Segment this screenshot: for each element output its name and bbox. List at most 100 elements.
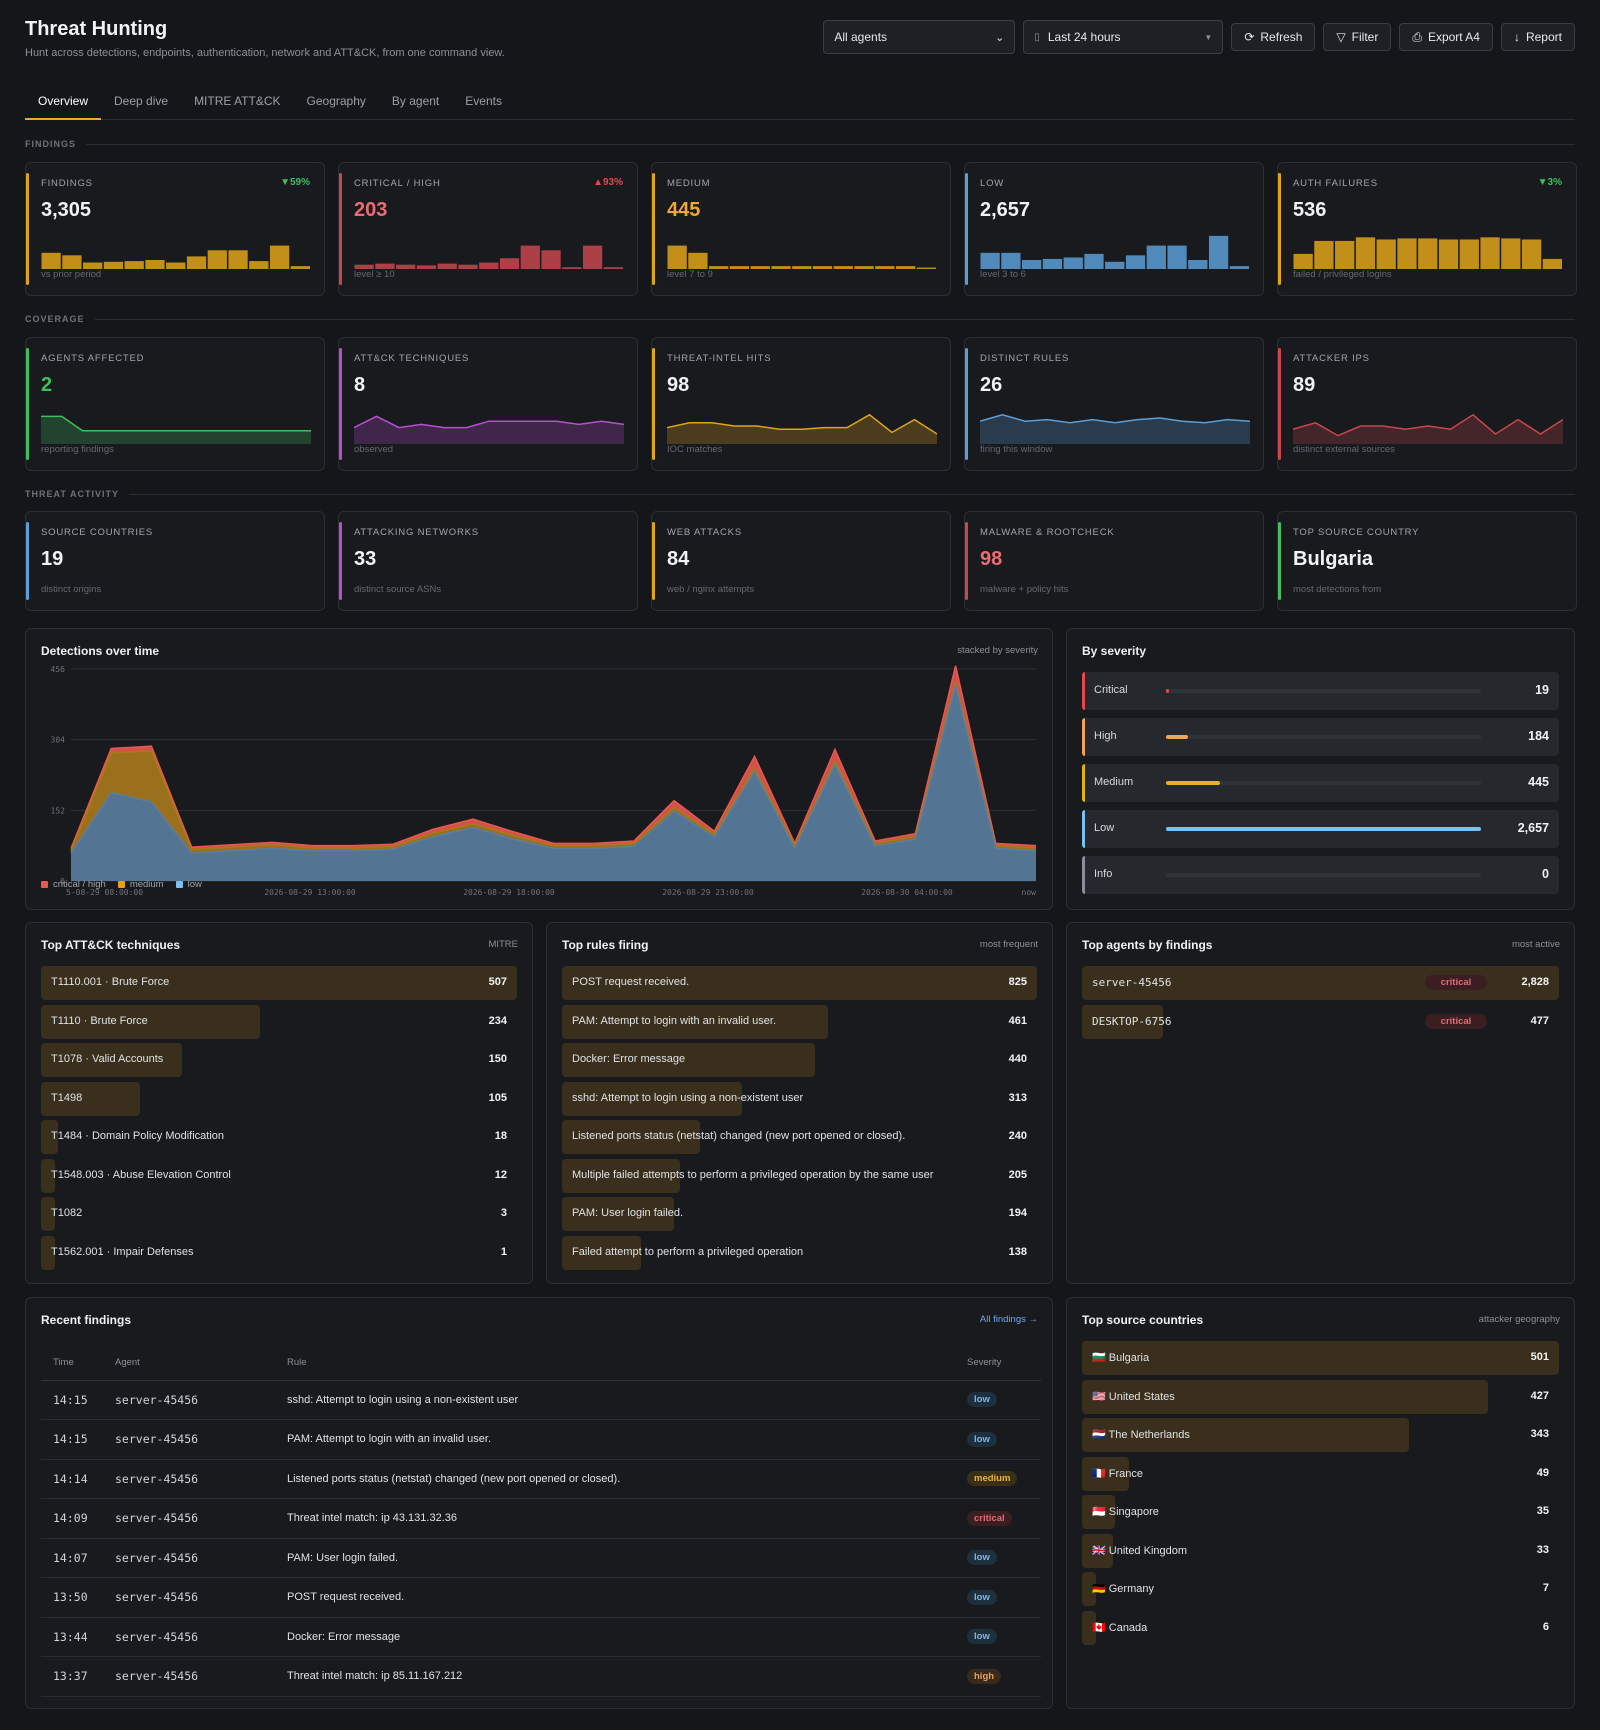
tab-overview[interactable]: Overview <box>25 86 102 120</box>
agent-row[interactable]: server-45456 critical 2,828 <box>1082 966 1559 1000</box>
section-coverage-label: COVERAGE <box>25 314 85 324</box>
rules-row[interactable]: sshd: Attempt to login using a non-exist… <box>562 1081 1037 1116</box>
tab-events[interactable]: Events <box>465 94 502 108</box>
rules-row[interactable]: PAM: Attempt to login with an invalid us… <box>562 1004 1037 1039</box>
table-row[interactable]: 14:15 server-45456 sshd: Attempt to login … <box>41 1380 1041 1420</box>
agent-row[interactable]: DESKTOP-6756 critical 477 <box>1082 1004 1559 1039</box>
detections-legend: critical / high medium low <box>41 879 202 890</box>
table-row[interactable]: 14:15 server-45456 PAM: Attempt to login w… <box>41 1419 1041 1460</box>
refresh-label: Refresh <box>1260 30 1303 44</box>
spark-bar <box>458 264 478 269</box>
severity-row-high[interactable]: High 184 <box>1082 718 1559 756</box>
countries-row[interactable]: 🇫🇷 France 49 <box>1082 1456 1559 1491</box>
countries-row[interactable]: 🇸🇬 Singapore 35 <box>1082 1495 1559 1529</box>
severity-row-medium[interactable]: Medium 445 <box>1082 764 1559 802</box>
rank-label: T1548.003 · Abuse Elevation Control <box>51 1168 231 1181</box>
tab-mitre-att-ck[interactable]: MITRE ATT&CK <box>194 94 281 108</box>
rank-label: T1562.001 · Impair Defenses <box>51 1245 194 1258</box>
rules-row[interactable]: POST request received. 825 <box>562 966 1037 1000</box>
tab-deep-dive[interactable]: Deep dive <box>114 94 169 108</box>
spark-bar <box>792 266 812 269</box>
severity-row-low[interactable]: Low 2,657 <box>1082 810 1559 848</box>
rules-row[interactable]: Failed attempt to perform a privileged o… <box>562 1235 1037 1270</box>
techniques-row[interactable]: T1110.001 · Brute Force 507 <box>41 966 517 1000</box>
report-button[interactable]: ↓ Report <box>1500 23 1575 51</box>
card-line-sparkline <box>354 415 624 444</box>
countries-row[interactable]: 🇧🇬 Bulgaria 501 <box>1082 1341 1559 1375</box>
table-row[interactable]: 14:09 server-45456 Threat intel match: ip … <box>41 1498 1041 1539</box>
techniques-row[interactable]: T1498 105 <box>41 1081 517 1116</box>
recent-findings-panel: Recent findings All findings → Time Agent… <box>25 1297 1053 1709</box>
card-bar-sparkline <box>980 235 1249 269</box>
card-accent <box>652 348 655 460</box>
export-a4-button[interactable]: ⎙ Export A4 <box>1399 23 1493 51</box>
spark-bar <box>437 263 457 269</box>
spark-bar <box>124 261 144 269</box>
techniques-row[interactable]: T1110 · Brute Force 234 <box>41 1004 517 1039</box>
countries-row[interactable]: 🇳🇱 The Netherlands 343 <box>1082 1418 1559 1452</box>
download-icon: ↓ <box>1513 30 1520 44</box>
refresh-button[interactable]: ⟳ Refresh <box>1231 23 1316 51</box>
table-row[interactable]: 13:37 server-45456 Threat intel match: ip … <box>41 1656 1041 1697</box>
finding-rule: Threat intel match: ip 85.11.167.212 <box>275 1656 955 1697</box>
tab-by-agent[interactable]: By agent <box>391 94 440 108</box>
severity-row-critical[interactable]: Critical 19 <box>1082 672 1559 710</box>
section-coverage: COVERAGE <box>25 314 1575 324</box>
card-subtext: reporting findings <box>41 444 114 455</box>
table-row[interactable]: 14:07 server-45456 PAM: User login failed.… <box>41 1538 1041 1578</box>
rank-bar <box>41 1197 56 1231</box>
time-range-select[interactable]: ▯ Last 24 hours ▼ <box>1023 20 1224 54</box>
column-header-severity[interactable]: Severity <box>955 1346 1041 1381</box>
techniques-row[interactable]: T1082 3 <box>41 1197 517 1231</box>
rules-row[interactable]: PAM: User login failed. 194 <box>562 1197 1037 1231</box>
column-header-time[interactable]: Time <box>41 1346 103 1381</box>
findings_cards-card-1: CRITICAL / HIGH 203 ▲93% level ≥ 10 <box>338 162 638 296</box>
rules-row[interactable]: Multiple failed attempts to perform a pr… <box>562 1158 1037 1193</box>
techniques-row[interactable]: T1562.001 · Impair Defenses 1 <box>41 1235 517 1270</box>
severity-row-info[interactable]: Info 0 <box>1082 856 1559 894</box>
spark-bar <box>290 266 310 269</box>
table-header-row: Time Agent Rule Severity <box>41 1346 1041 1381</box>
techniques-row[interactable]: T1484 · Domain Policy Modification 18 <box>41 1120 517 1154</box>
x-tick-label: 5-08-29 08:00:00 <box>66 888 143 897</box>
spark-bar <box>688 252 708 269</box>
column-header-agent[interactable]: Agent <box>103 1346 275 1381</box>
countries-row[interactable]: 🇨🇦 Canada 6 <box>1082 1610 1559 1645</box>
rank-bar <box>41 966 517 1000</box>
agent-select[interactable]: All agents ⌄ <box>823 20 1016 54</box>
rules-row[interactable]: Docker: Error message 440 <box>562 1043 1037 1077</box>
table-row[interactable]: 13:50 server-45456 POST request received. l… <box>41 1577 1041 1618</box>
rules-row[interactable]: Listened ports status (netstat) changed … <box>562 1120 1037 1154</box>
countries-row[interactable]: 🇬🇧 United Kingdom 33 <box>1082 1533 1559 1568</box>
all-findings-link[interactable]: All findings → <box>979 1314 1038 1325</box>
spark-bar <box>83 262 103 269</box>
rank-value: 440 <box>1008 1053 1027 1065</box>
countries-row[interactable]: 🇩🇪 Germany 7 <box>1082 1572 1559 1606</box>
tab-geography[interactable]: Geography <box>306 94 366 108</box>
filter-button[interactable]: ▽ Filter <box>1323 23 1392 51</box>
rank-value: 313 <box>1008 1091 1027 1104</box>
spark-bar <box>1542 258 1562 269</box>
table-row[interactable]: 14:14 server-45456 Listened ports status (… <box>41 1459 1041 1499</box>
techniques-row[interactable]: T1078 · Valid Accounts 150 <box>41 1043 517 1077</box>
spark-line <box>1293 413 1563 437</box>
rank-bar <box>1082 1610 1097 1645</box>
series-line <box>70 685 1037 854</box>
legend-label: critical / high <box>53 879 106 890</box>
rank-label: 🇺🇸 United States <box>1092 1390 1175 1403</box>
table-row[interactable]: 13:44 server-45456 Docker: Error message lo… <box>41 1617 1041 1657</box>
caret-down-icon: ▼ <box>1204 32 1213 42</box>
techniques-row[interactable]: T1548.003 · Abuse Elevation Control 12 <box>41 1158 517 1193</box>
print-icon: ⎙ <box>1412 29 1422 44</box>
severity-badge: low <box>967 1629 997 1645</box>
spark-bar <box>916 267 936 269</box>
finding-time: 13:50 <box>41 1577 103 1618</box>
severity-fill <box>1166 735 1189 739</box>
countries-row[interactable]: 🇺🇸 United States 427 <box>1082 1379 1559 1414</box>
spark-bar <box>1105 261 1125 269</box>
column-header-rule[interactable]: Rule <box>275 1346 955 1381</box>
spark-bar <box>1208 235 1229 269</box>
y-tick-label: 456 <box>51 665 66 674</box>
spark-area <box>1293 414 1563 444</box>
page-header: Threat Hunting Hunt across detections, e… <box>25 18 1575 78</box>
